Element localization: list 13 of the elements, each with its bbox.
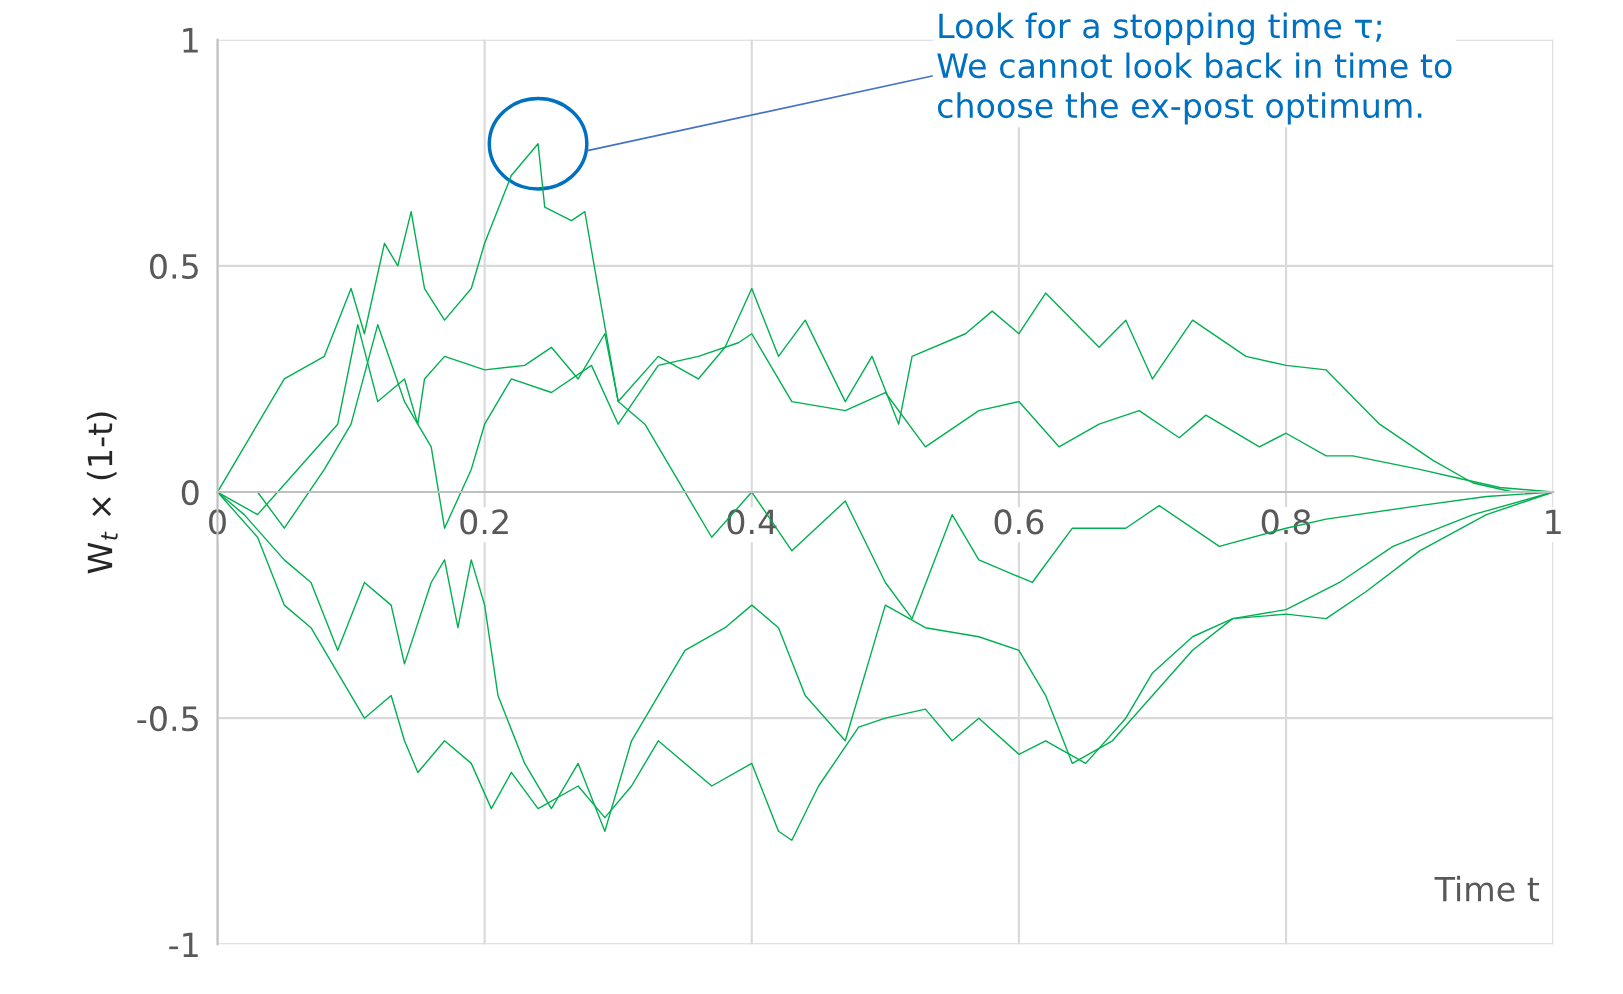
annotation: Look for a stopping time τ; We cannot look back in time to choose the ex-post optimum. [937,12,1452,125]
x-tick-label: 1 [1546,509,1561,535]
y-tick-label: 1 [183,28,198,53]
x-tick-label: 0.8 [1261,509,1311,535]
y-axis-title: W$_{t}$ × (1-t) [86,412,118,574]
y-tick-label: 0 [181,479,199,506]
x-tick-label: 0 [209,509,226,535]
y-tick-label: -1 [169,932,198,957]
y-tick-label: -0.5 [137,706,198,732]
x-tick-label: 0.6 [994,509,1044,535]
x-tick-label: 0.2 [460,509,508,535]
y-tick-label: 0.5 [150,253,198,280]
x-axis-title: Time t [1434,875,1540,902]
